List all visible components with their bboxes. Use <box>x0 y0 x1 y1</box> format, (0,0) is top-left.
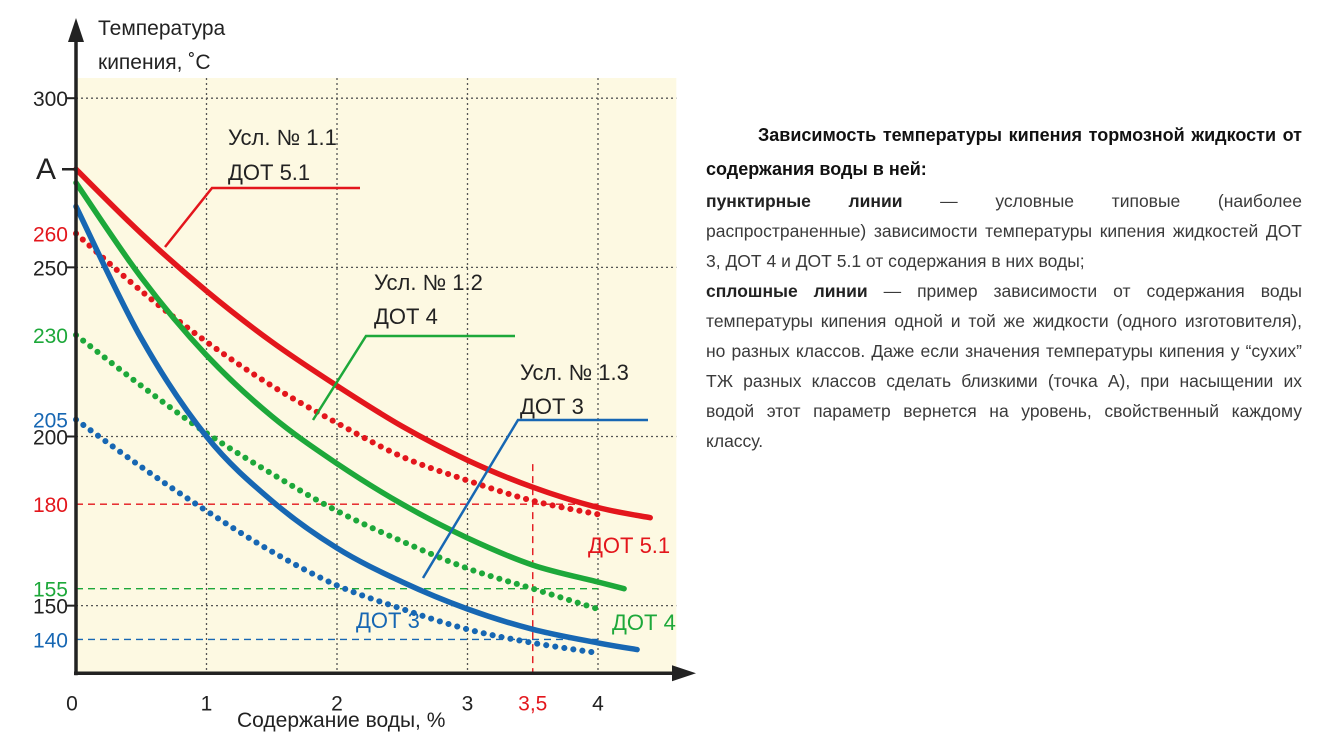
point-a-label: A <box>36 153 56 186</box>
dashed-lines-term: пунктирные линии <box>706 191 903 211</box>
series-label-ДОТ-3: ДОТ 3 <box>356 608 420 633</box>
x-axis-title: Содержание воды, % <box>237 709 445 732</box>
series-solid-Усл.-№-1.2-ДОТ-4 <box>73 180 627 592</box>
x-tick-label: 4 <box>592 692 604 715</box>
callout-label-line1: Усл. № 1.3 <box>520 360 629 385</box>
series-dotted-ДОТ-5.1 <box>73 230 601 518</box>
y-tick-label: 300 <box>33 88 68 111</box>
y-tick-label: 250 <box>33 257 68 280</box>
description-body: пунктирные линии — условные типовые (наи… <box>706 186 1302 456</box>
y-axis-title-line1: Температура <box>98 17 226 40</box>
reference-label: 140 <box>33 629 68 652</box>
boiling-point-chart: 150 200 250 300 260 230 205 180 155 140 A 0 1 2 3 4 3,5 Т… <box>33 17 696 732</box>
callout-label-line2: ДОТ 4 <box>374 304 438 329</box>
series-solid-Усл.-№-1.3-ДОТ-3 <box>73 203 640 653</box>
y-axis-title-line2: кипения, ˚С <box>98 51 211 74</box>
x-tick-label: 3 <box>462 692 474 715</box>
callout-line <box>311 334 515 421</box>
y-tick-label: 200 <box>33 427 68 450</box>
dashed-lines-text: — условные типовые (наиболее распростран… <box>706 191 1302 271</box>
callout-line <box>164 186 360 248</box>
y-mark-label: 230 <box>33 325 68 348</box>
callout-label-line1: Усл. № 1.1 <box>228 125 337 150</box>
y-axis-arrow-icon <box>68 18 84 42</box>
x-tick-label: 0 <box>66 692 78 715</box>
y-tick-label: 150 <box>33 596 68 619</box>
chart-description: Зависимость температуры кипения тормозно… <box>706 118 1302 456</box>
series-dotted-ДОТ-3 <box>73 416 601 656</box>
series-label-ДОТ-4: ДОТ 4 <box>612 610 676 635</box>
series-dotted-ДОТ-4 <box>73 332 601 612</box>
x-axis-arrow-icon <box>672 665 696 682</box>
x-reference-label: 3,5 <box>518 692 547 715</box>
reference-label: 155 <box>33 579 68 602</box>
callout-label-line1: Усл. № 1.2 <box>374 270 483 295</box>
description-title: Зависимость температуры кипения тормозно… <box>706 125 1302 179</box>
y-mark-label: 260 <box>33 224 68 247</box>
reference-label: 180 <box>33 494 68 517</box>
callout-line <box>421 418 648 579</box>
y-mark-label: 205 <box>33 410 68 433</box>
callout-label-line2: ДОТ 3 <box>520 394 584 419</box>
x-tick-label: 1 <box>201 692 213 715</box>
solid-lines-text: — пример зависимости от содержания воды … <box>706 281 1302 451</box>
series-label-ДОТ-5.1: ДОТ 5.1 <box>588 533 670 558</box>
solid-lines-term: сплошные линии <box>706 281 868 301</box>
series-solid-Усл.-№-1.1-ДОТ-5.1 <box>73 166 653 521</box>
x-tick-label: 2 <box>331 692 343 715</box>
callout-label-line2: ДОТ 5.1 <box>228 160 310 185</box>
